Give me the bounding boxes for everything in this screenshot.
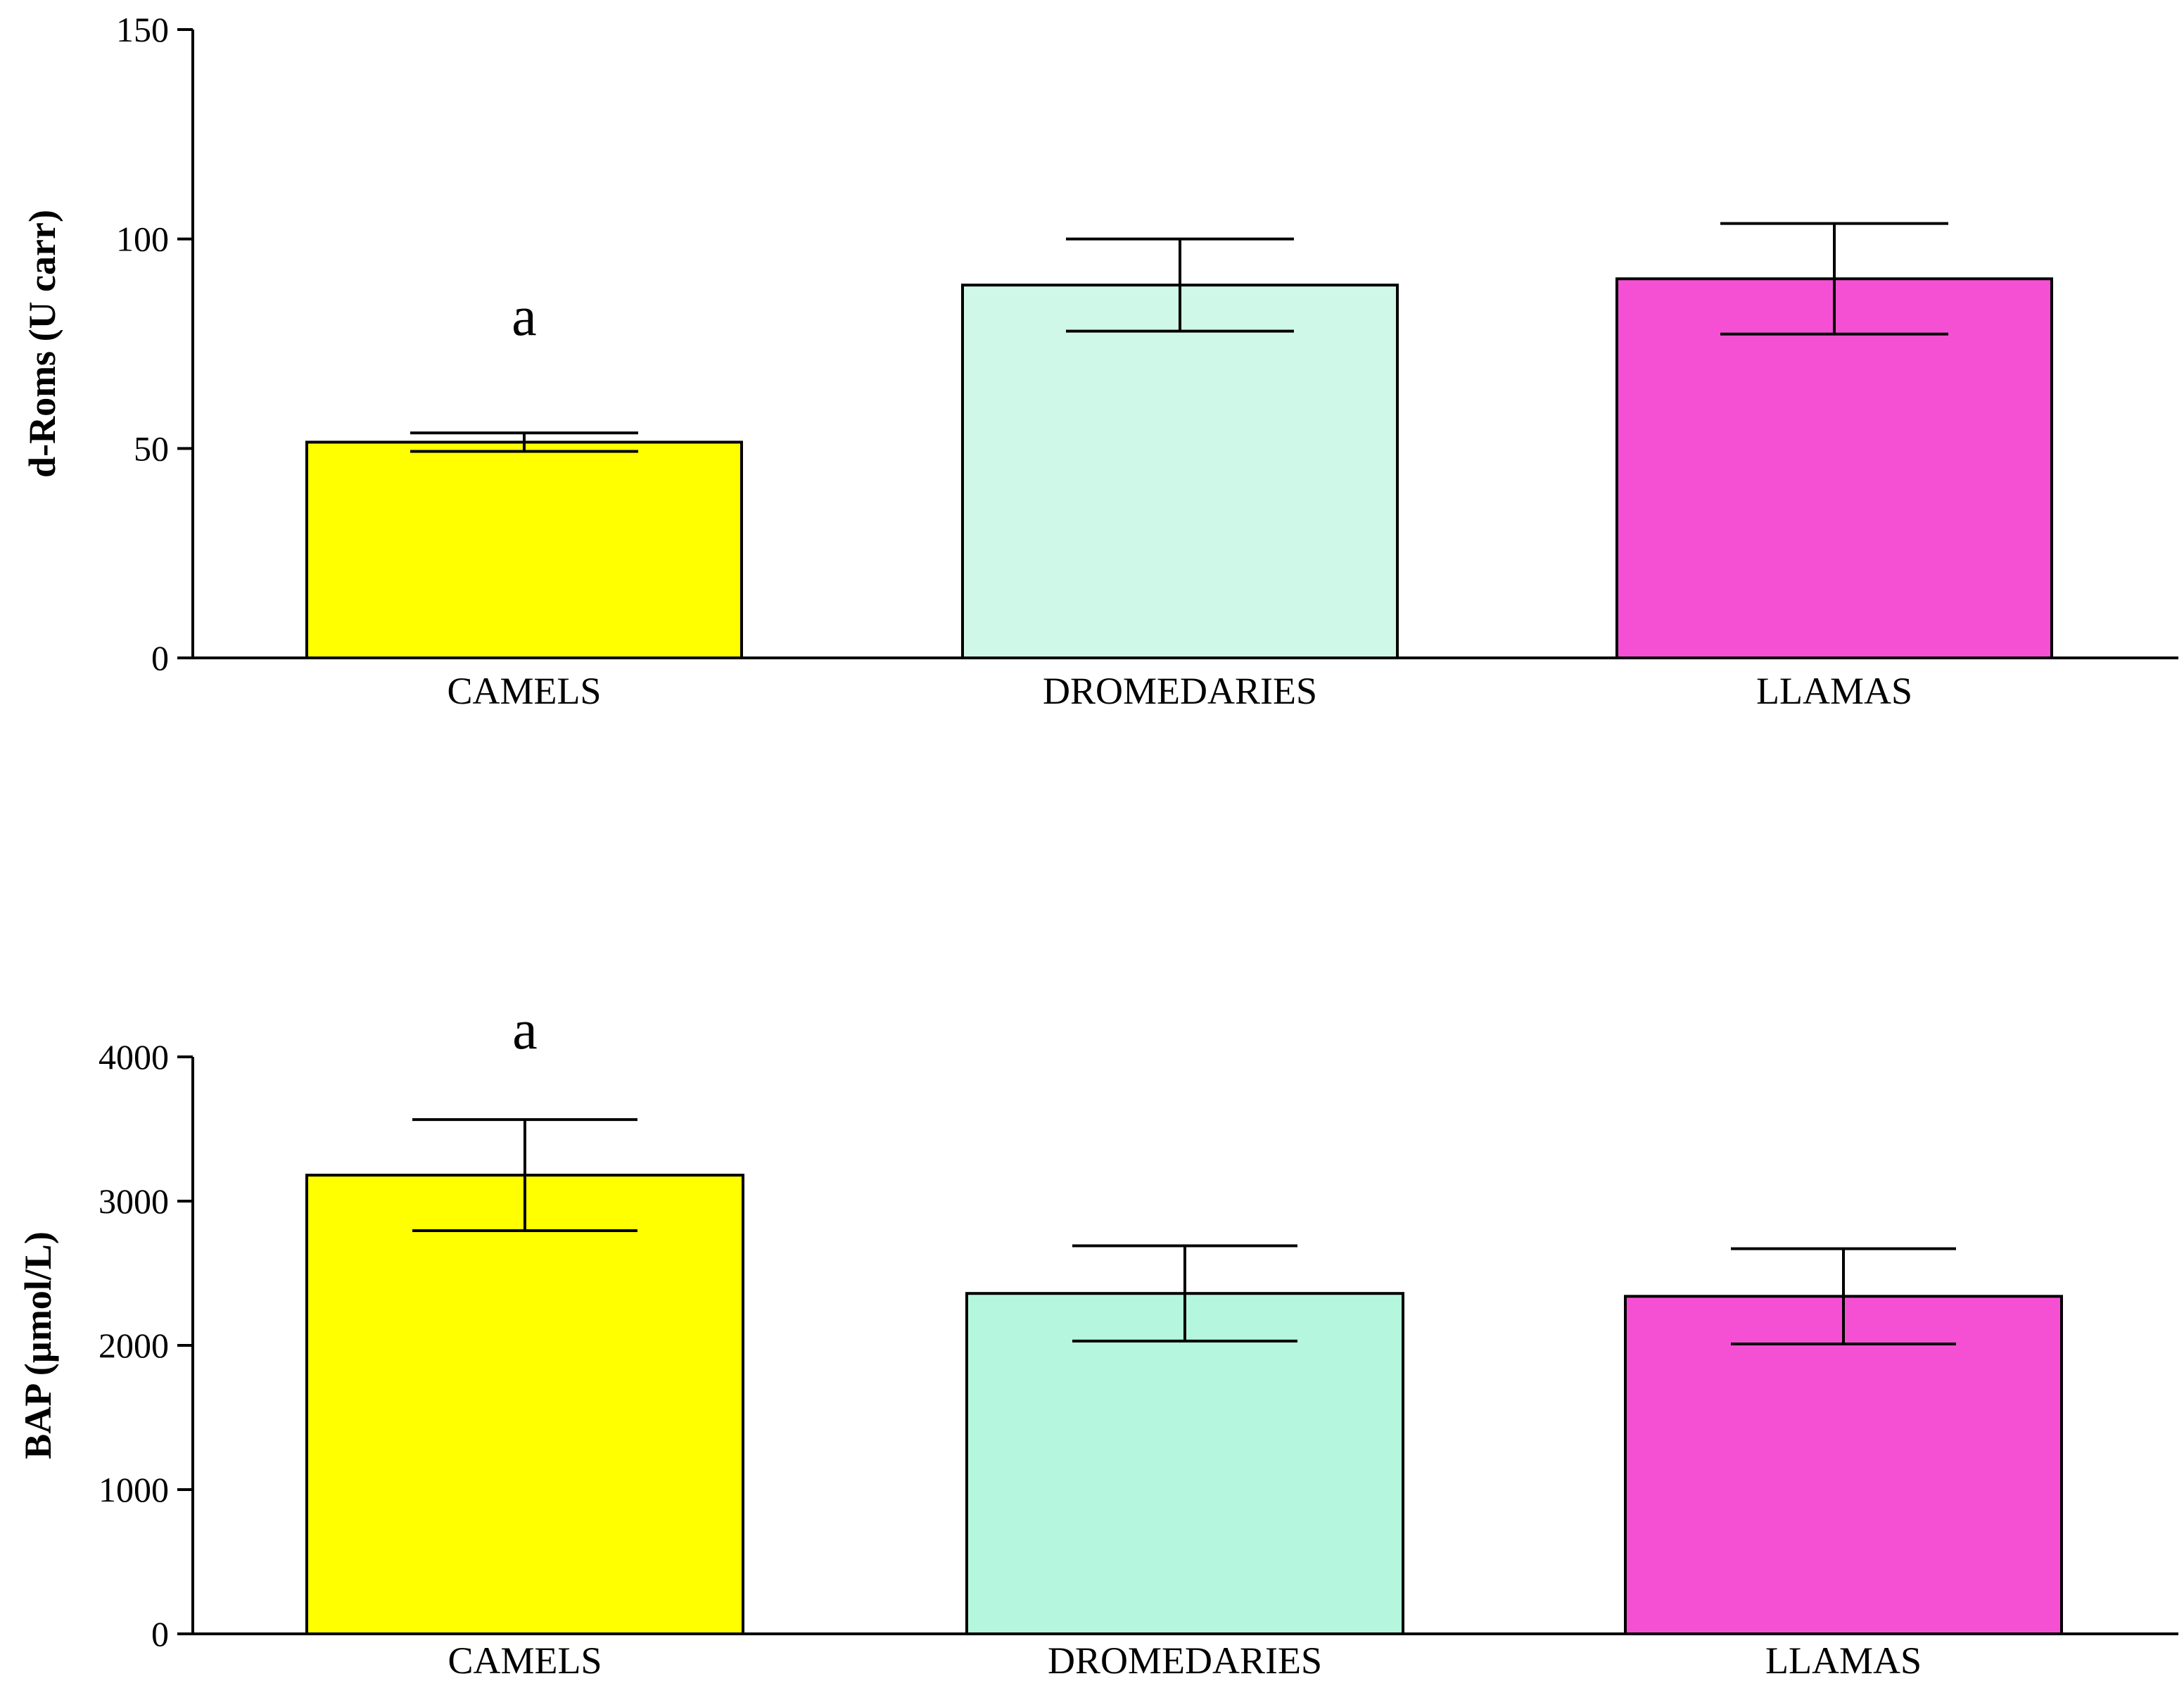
category-label: CAMELS — [447, 670, 601, 712]
bar-dromedaries — [961, 284, 1399, 659]
significance-annotation: a — [512, 286, 537, 348]
y-tick-label: 150 — [116, 10, 169, 49]
bar-llamas — [1624, 1295, 2063, 1636]
bar-dromedaries — [965, 1292, 1404, 1635]
bar-camels — [305, 440, 743, 659]
y-tick-label: 3000 — [99, 1181, 169, 1221]
category-label: DROMEDARIES — [1043, 670, 1317, 712]
chart-panel-d-roms: 0 50 100 150 d-Roms (U carr) CAMELS DROMEDARIE… — [21, 10, 2178, 712]
y-tick-label: 1000 — [99, 1470, 169, 1509]
category-label: CAMELS — [447, 1639, 602, 1682]
y-tick-label: 4000 — [99, 1037, 169, 1077]
y-tick-label: 0 — [151, 638, 169, 678]
y-tick-label: 100 — [116, 220, 169, 259]
chart-panel-bap: 0 1000 2000 3000 4000 BAP (µmol/L) CAMELS DROME… — [17, 999, 2178, 1682]
y-axis-title: d-Roms (U carr) — [21, 210, 63, 478]
y-axis-title: BAP (µmol/L) — [17, 1231, 59, 1459]
category-label: LLAMAS — [1756, 670, 1912, 712]
category-label: LLAMAS — [1765, 1639, 1922, 1682]
bar-camels — [305, 1174, 744, 1635]
significance-annotation: a — [512, 999, 538, 1061]
y-tick-label: 50 — [134, 429, 169, 468]
y-tick-label: 2000 — [99, 1326, 169, 1365]
y-tick-label: 0 — [151, 1614, 169, 1654]
category-label: DROMEDARIES — [1048, 1639, 1322, 1682]
bar-llamas — [1615, 277, 2053, 659]
